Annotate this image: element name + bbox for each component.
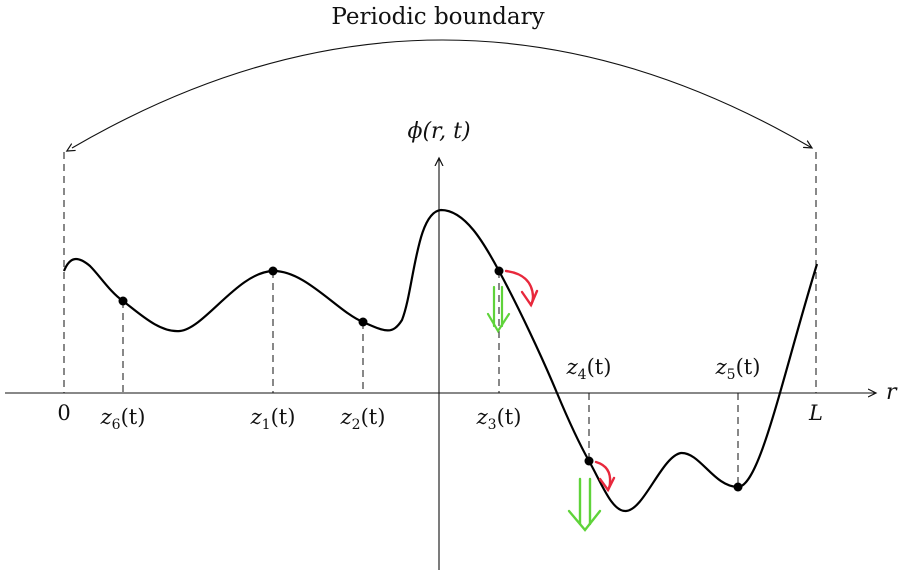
z4-point [584, 456, 594, 466]
x-axis-label: r [886, 380, 898, 405]
field-curve [62, 208, 819, 513]
z6-point [118, 296, 128, 306]
z4-green-double-arrow-icon [567, 477, 602, 532]
z6-label: z6(t) [100, 405, 146, 433]
z2-point [358, 317, 368, 327]
z2-label: z2(t) [340, 405, 386, 433]
end-label: L [808, 401, 823, 425]
z3-green-double-arrow-icon [486, 285, 511, 334]
z4-label: z4(t) [566, 355, 612, 383]
periodic-boundary-arc [72, 39, 812, 148]
z3-red-arrow-icon [504, 269, 539, 308]
z5-label: z5(t) [715, 355, 761, 383]
origin-label: 0 [57, 401, 70, 425]
z1-label: z1(t) [250, 405, 296, 433]
z4-red-arrow-icon [594, 460, 616, 493]
y-axis-label: ϕ(r, t) [407, 119, 470, 144]
z5-point [733, 482, 743, 492]
diagram-title: Periodic boundary [331, 4, 544, 30]
z3-label: z3(t) [476, 405, 522, 433]
z3-point [494, 266, 504, 276]
z1-point [268, 266, 278, 276]
